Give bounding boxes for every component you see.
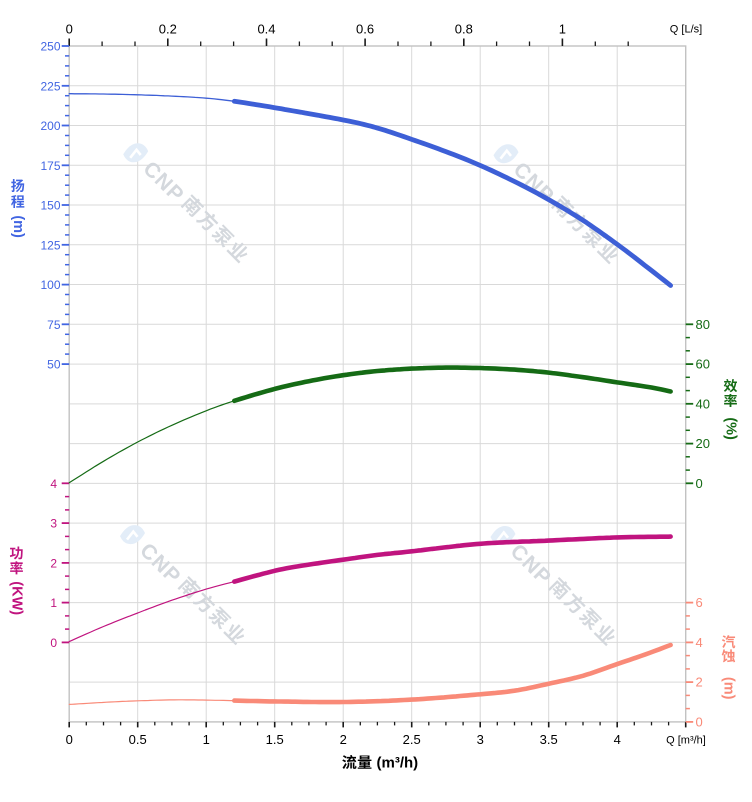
svg-text:0.5: 0.5 <box>129 732 147 747</box>
svg-text:0: 0 <box>66 22 73 37</box>
svg-text:225: 225 <box>40 79 60 93</box>
svg-text:1: 1 <box>203 732 210 747</box>
svg-text:Q [L/s]: Q [L/s] <box>670 24 702 36</box>
svg-text:1.5: 1.5 <box>266 732 284 747</box>
svg-text:6: 6 <box>696 595 703 610</box>
svg-text:50: 50 <box>47 358 61 372</box>
svg-text:0.6: 0.6 <box>356 22 374 37</box>
svg-text:0: 0 <box>696 476 703 491</box>
svg-text:3: 3 <box>50 517 57 531</box>
svg-text:2: 2 <box>340 732 347 747</box>
svg-text:0.4: 0.4 <box>257 22 275 37</box>
svg-text:100: 100 <box>40 278 60 292</box>
svg-text:20: 20 <box>696 436 710 451</box>
svg-text:0: 0 <box>66 732 73 747</box>
svg-text:(m³/h): (m³/h) <box>377 755 419 772</box>
svg-text:0: 0 <box>696 714 703 729</box>
svg-text:0.8: 0.8 <box>455 22 473 37</box>
svg-text:75: 75 <box>47 318 61 332</box>
svg-text:2.5: 2.5 <box>403 732 421 747</box>
svg-text:(m): (m) <box>721 677 737 700</box>
svg-text:2: 2 <box>50 556 57 570</box>
svg-text:40: 40 <box>696 396 710 411</box>
svg-text:4: 4 <box>614 732 621 747</box>
svg-text:(%): (%) <box>723 417 739 440</box>
svg-text:1: 1 <box>50 596 57 610</box>
svg-text:(KW): (KW) <box>9 581 25 615</box>
svg-text:0: 0 <box>50 636 57 650</box>
svg-text:4: 4 <box>696 635 703 650</box>
svg-text:80: 80 <box>696 317 710 332</box>
svg-text:4: 4 <box>50 477 57 491</box>
svg-text:(m): (m) <box>10 215 26 238</box>
svg-text:3: 3 <box>477 732 484 747</box>
svg-text:60: 60 <box>696 357 710 372</box>
svg-text:125: 125 <box>40 238 60 252</box>
svg-text:200: 200 <box>40 119 60 133</box>
svg-text:3.5: 3.5 <box>540 732 558 747</box>
svg-text:1: 1 <box>559 22 566 37</box>
svg-text:175: 175 <box>40 159 60 173</box>
svg-text:150: 150 <box>40 199 60 213</box>
svg-text:2: 2 <box>696 675 703 690</box>
svg-text:250: 250 <box>40 40 60 54</box>
svg-text:0.2: 0.2 <box>159 22 177 37</box>
svg-text:Q [m³/h]: Q [m³/h] <box>666 735 706 747</box>
